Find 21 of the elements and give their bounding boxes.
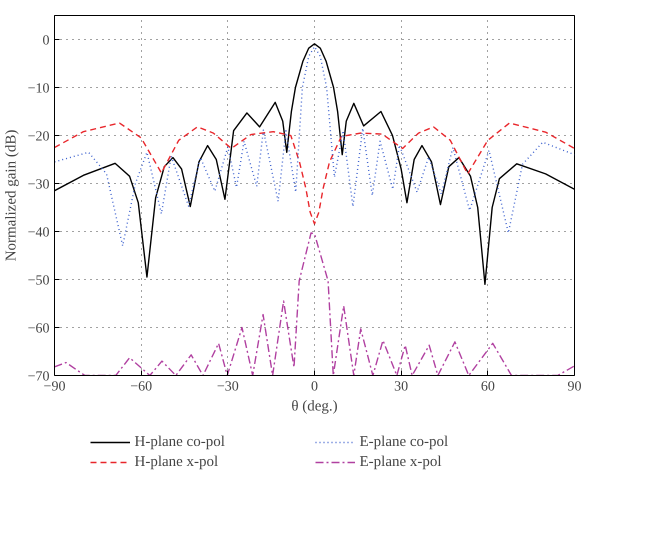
y-tick-label: 0 <box>42 34 50 48</box>
x-tick-label: −60 <box>130 380 152 394</box>
y-tick-label: −30 <box>28 178 50 192</box>
y-tick-label: −60 <box>28 322 50 336</box>
y-tick-label: −50 <box>28 274 50 288</box>
x-tick-label: 60 <box>480 380 495 394</box>
legend-label: E-plane x-pol <box>360 454 443 470</box>
y-tick-label: −10 <box>28 82 50 96</box>
line-series <box>54 46 574 247</box>
legend-label: E-plane co-pol <box>360 434 450 450</box>
line-series <box>54 122 574 225</box>
y-tick-label: −20 <box>28 130 50 144</box>
y-tick-label: −40 <box>28 226 50 240</box>
x-tick-label: 90 <box>568 380 582 394</box>
legend-label: H-plane x-pol <box>134 454 220 470</box>
y-axis-title: Normalized gain (dB) <box>4 130 20 262</box>
legend-label: H-plane co-pol <box>134 434 226 450</box>
x-tick-label: 0 <box>311 380 318 394</box>
x-tick-label: 30 <box>394 380 408 394</box>
x-tick-label: −30 <box>216 380 239 394</box>
x-axis-title: θ (deg.) <box>291 398 338 414</box>
